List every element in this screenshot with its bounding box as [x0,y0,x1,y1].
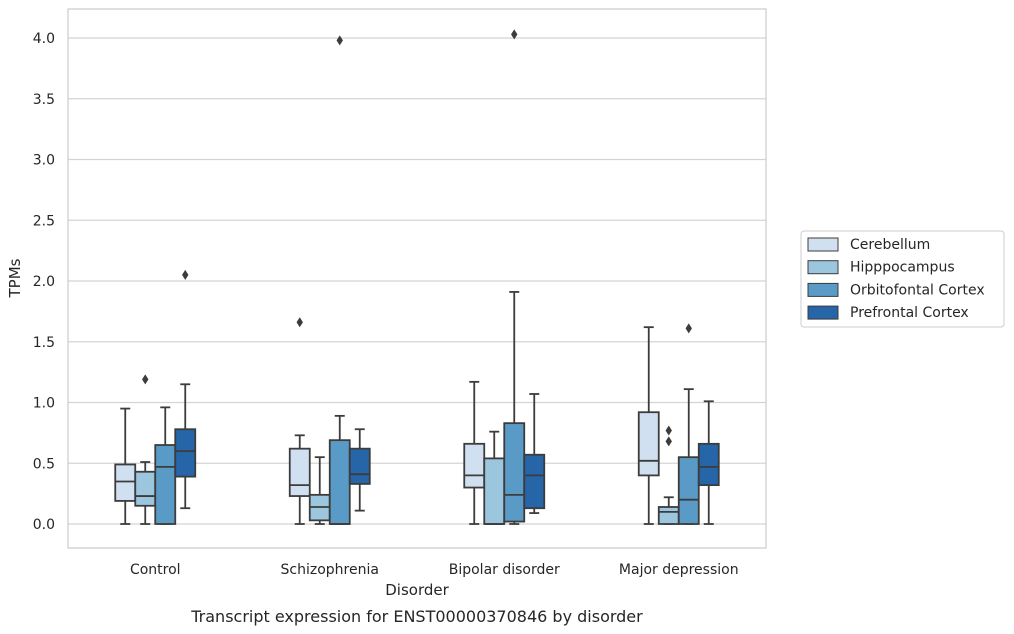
box-iqr [637,411,660,477]
box-orbitofontal-cortex [328,35,351,525]
box-prefrontal-cortex [174,269,197,510]
plot-area-frame [67,8,767,549]
box-iqr [503,422,526,523]
box-orbitofontal-cortex [503,29,526,525]
x-tick-label: Control [130,562,181,578]
chart-caption: Transcript expression for ENST0000037084… [190,607,643,626]
outlier-point [182,269,189,280]
box-orbitofontal-cortex [154,406,177,525]
x-tick-label: Major depression [619,562,739,578]
box-iqr [463,442,486,489]
outlier-point [665,436,672,447]
y-tick-label: 3.5 [33,92,55,108]
legend-label: Prefrontal Cortex [850,305,969,321]
gridlines [68,37,766,525]
y-tick-label: 2.5 [33,213,55,229]
y-tick-label: 1.0 [33,396,55,412]
outlier-point [142,374,149,385]
legend-label: Hipppocampus [850,260,955,276]
legend-swatch [807,305,839,320]
box-iqr [288,447,311,497]
y-axis-label: TPMs [6,258,24,298]
box-iqr [697,442,720,487]
y-tick-label: 1.5 [33,335,55,351]
outlier-point [685,323,692,334]
y-tick-labels: 0.0 0.5 1.0 1.5 2.0 2.5 3.0 3.5 4.0 [33,31,55,533]
y-tick-label: 3.0 [33,153,55,169]
box-hipppocampus [134,374,157,525]
outlier-point [665,425,672,436]
box-prefrontal-cortex [697,400,720,525]
box-iqr [174,428,197,478]
box-prefrontal-cortex [523,393,546,514]
legend-swatch [807,237,839,252]
box-hipppocampus [483,430,506,525]
y-tick-label: 4.0 [33,31,55,47]
box-prefrontal-cortex [348,428,371,512]
box-hipppocampus [657,425,680,525]
x-tick-label: Bipolar disorder [449,562,560,578]
box-orbitofontal-cortex [677,323,700,525]
box-iqr [677,456,700,525]
box-iqr [657,506,680,525]
legend-items: Cerebellum Hipppocampus Orbitofontal Corte… [807,237,985,321]
box-iqr [154,444,177,525]
box-iqr [114,463,137,502]
box-cerebellum [288,317,311,525]
legend-frame [800,230,1005,328]
y-tick-label: 0.0 [33,517,55,533]
outlier-point [511,29,518,40]
box-cerebellum [463,380,486,525]
box-iqr [328,439,351,525]
legend: Cerebellum Hipppocampus Orbitofontal Corte… [800,230,1005,328]
y-tick-label: 0.5 [33,456,55,472]
x-tick-labels: Control Schizophrenia Bipolar disorder Majo… [130,562,739,578]
box-iqr [348,447,371,485]
box-iqr [483,457,506,525]
legend-label: Cerebellum [850,237,930,253]
boxes [114,29,720,525]
legend-swatch [807,260,839,275]
x-axis-label: Disorder [385,581,449,599]
outlier-point [296,317,303,328]
box-iqr [523,453,546,510]
box-cerebellum [637,326,660,525]
x-tick-label: Schizophrenia [281,562,379,578]
outlier-point [336,35,343,46]
legend-swatch [807,282,839,297]
box-iqr [134,470,157,507]
legend-label: Orbitofontal Cortex [850,282,985,298]
y-tick-label: 2.0 [33,274,55,290]
